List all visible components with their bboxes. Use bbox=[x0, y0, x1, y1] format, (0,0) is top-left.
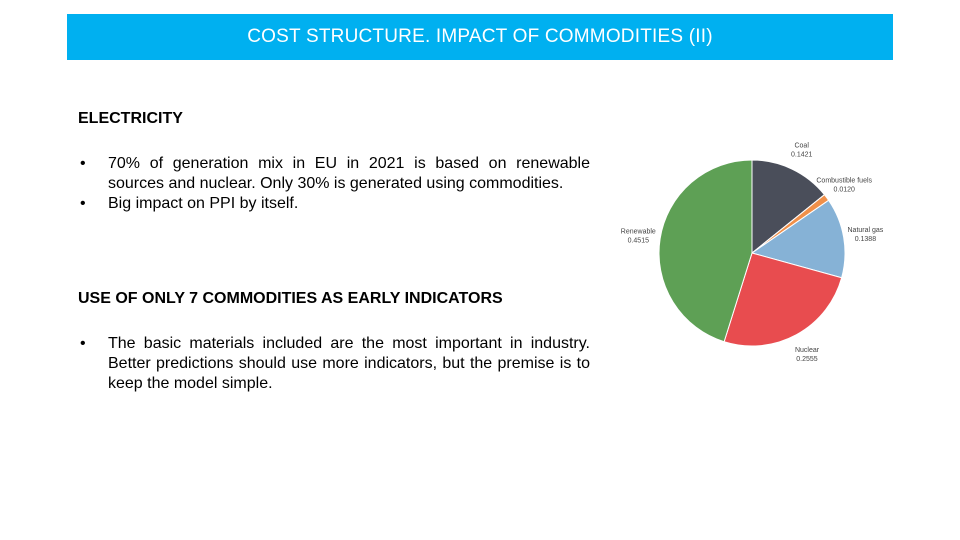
bullet-text: The basic materials included are the mos… bbox=[108, 335, 590, 392]
pie-label-category: Nuclear bbox=[795, 347, 820, 354]
pie-label-value: 0.1421 bbox=[791, 151, 813, 158]
pie-label-category: Combustible fuels bbox=[816, 177, 872, 184]
pie-slice-coal bbox=[751, 159, 826, 255]
bullet-item: • The basic materials included are the mo… bbox=[78, 334, 590, 394]
section-heading-electricity: ELECTRICITY bbox=[78, 110, 183, 127]
bullet-icon: • bbox=[80, 155, 86, 172]
bullet-icon: • bbox=[80, 335, 86, 352]
bullet-list-commodities: • The basic materials included are the mo… bbox=[78, 334, 590, 394]
bullet-item: • 70% of generation mix in EU in 2021 is … bbox=[78, 154, 590, 194]
bullet-text: Big impact on PPI by itself. bbox=[108, 195, 299, 212]
pie-label-value: 0.0120 bbox=[833, 186, 855, 193]
pie-label-value: 0.2555 bbox=[796, 356, 818, 363]
generation-mix-pie-chart: Coal 0.1421 Combustible fuels 0.0120 Natural… bbox=[621, 142, 884, 363]
pie-label-category: Coal bbox=[794, 142, 809, 149]
slide-title: COST STRUCTURE. IMPACT OF COMMODITIES (I… bbox=[67, 14, 893, 60]
bullet-icon: • bbox=[80, 195, 86, 212]
pie-slice-renewable bbox=[658, 159, 753, 343]
bullet-item: • Big impact on PPI by itself. bbox=[78, 194, 590, 214]
pie-slice-nuclear bbox=[723, 252, 843, 347]
pie-label-value: 0.4515 bbox=[628, 238, 650, 245]
bullet-text: 70% of generation mix in EU in 2021 is b… bbox=[108, 155, 590, 192]
pie-slice-natural-gas bbox=[750, 199, 846, 279]
section-heading-commodities: USE OF ONLY 7 COMMODITIES AS EARLY INDIC… bbox=[78, 290, 503, 307]
pie-label-category: Natural gas bbox=[848, 227, 884, 234]
bullet-list-electricity: • 70% of generation mix in EU in 2021 is … bbox=[78, 154, 590, 214]
pie-label-category: Renewable bbox=[621, 229, 656, 236]
pie-label-value: 0.1388 bbox=[855, 236, 877, 243]
